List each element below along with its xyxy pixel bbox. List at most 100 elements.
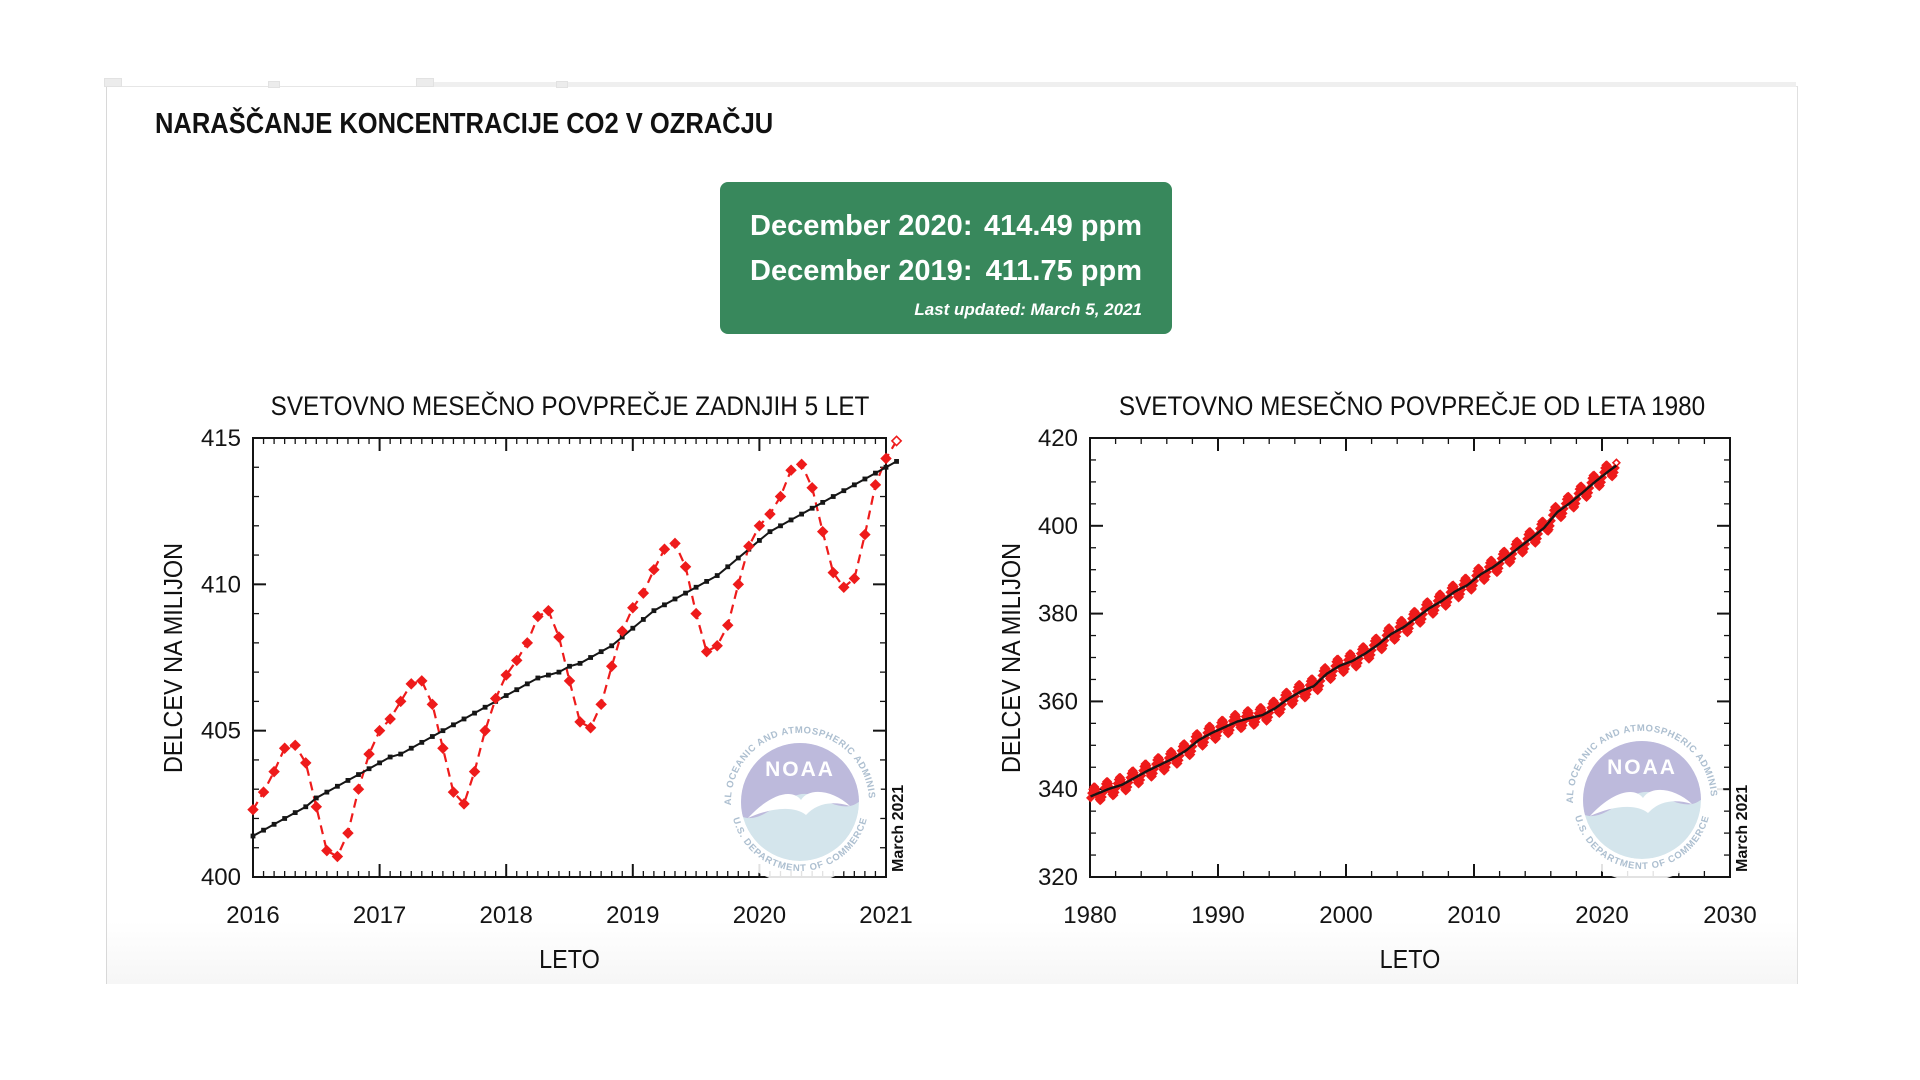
data-point-diamond — [816, 525, 829, 538]
summary-value: 414.49 ppm — [984, 210, 1142, 242]
data-point-diamond — [637, 587, 650, 599]
data-point-diamond — [289, 739, 301, 752]
noaa-gull-icon — [1590, 789, 1692, 816]
data-point-square — [851, 482, 857, 488]
data-point-square — [883, 464, 889, 470]
data-point-diamond — [437, 742, 449, 754]
data-point-diamond — [500, 669, 512, 681]
y-tick-label: 360 — [1038, 688, 1078, 715]
frame-top-strip — [418, 82, 1796, 87]
noaa-emblem — [1583, 741, 1701, 859]
data-point-diamond — [616, 625, 628, 637]
data-point-square — [830, 494, 836, 499]
data-point-diamond — [1187, 746, 1197, 756]
data-point-square — [735, 555, 741, 561]
data-point-square — [630, 625, 636, 631]
chart-title: SVETOVNO MESEČNO POVPREČJE OD LETA 1980 — [1119, 391, 1705, 421]
data-point-diamond — [1123, 782, 1133, 792]
x-tick-label: 2019 — [606, 902, 659, 929]
data-point-diamond — [1353, 658, 1363, 668]
data-point-diamond — [648, 563, 660, 576]
data-point-diamond — [521, 637, 534, 649]
data-point-square — [335, 783, 340, 789]
data-point-square — [693, 584, 699, 590]
data-point-square — [345, 778, 351, 783]
data-point-square — [809, 505, 815, 511]
data-point-diamond — [1136, 775, 1146, 785]
data-point-diamond — [627, 602, 639, 614]
data-point-square — [683, 590, 688, 596]
y-axis-label: DELCEV NA MILIJON — [160, 543, 188, 773]
x-axis-label: LETO — [539, 946, 600, 974]
data-point-diamond — [384, 713, 396, 725]
x-tick-label: 2020 — [1575, 902, 1628, 929]
x-tick-label: 2000 — [1319, 902, 1372, 929]
data-point-diamond — [553, 631, 565, 643]
data-point-diamond — [1443, 597, 1453, 607]
data-point-diamond — [1494, 563, 1504, 573]
data-point-diamond — [764, 508, 776, 520]
y-tick-label: 400 — [1038, 513, 1078, 540]
data-point-diamond — [743, 540, 755, 553]
data-point-diamond — [669, 537, 681, 550]
data-point-diamond — [1532, 534, 1543, 544]
chart-stamp: March 2021 — [890, 785, 907, 872]
data-point-square — [799, 511, 804, 517]
data-point-square — [841, 488, 847, 494]
data-point-square — [714, 573, 720, 578]
data-point-square — [313, 795, 319, 801]
data-point-diamond — [310, 801, 323, 813]
data-point-square — [894, 459, 899, 464]
data-point-square — [757, 538, 762, 543]
data-point-diamond — [394, 695, 407, 708]
data-point-diamond — [690, 607, 702, 620]
data-point-diamond — [1558, 508, 1568, 518]
frame-handle — [268, 81, 280, 88]
data-point-diamond — [1404, 623, 1415, 633]
data-point-diamond — [595, 698, 607, 711]
data-point-diamond — [785, 464, 797, 476]
data-point-diamond — [468, 765, 481, 778]
data-point-square — [250, 833, 256, 839]
data-point-diamond — [679, 561, 692, 573]
summary-label: December 2020: — [750, 210, 973, 242]
data-point-square — [503, 693, 509, 698]
data-point-square — [672, 596, 678, 602]
x-tick-label: 1980 — [1063, 902, 1116, 929]
data-point-diamond — [584, 722, 597, 734]
data-point-square — [704, 579, 710, 584]
data-point-square — [292, 810, 298, 816]
co2-summary-box: December 2020: 414.49 ppm December 2019:… — [720, 182, 1172, 334]
data-point-diamond — [1264, 712, 1274, 722]
data-point-diamond — [1392, 631, 1402, 641]
chart-title: SVETOVNO MESEČNO POVPREČJE ZADNJIH 5 LET — [271, 391, 870, 421]
x-tick-label: 2021 — [859, 902, 912, 929]
data-point-square — [271, 821, 277, 827]
data-point-diamond — [1417, 614, 1427, 624]
frame-handle — [416, 78, 434, 87]
data-point-diamond — [1366, 650, 1376, 660]
data-point-square — [482, 704, 488, 710]
noaa-gull-icon — [748, 791, 850, 818]
y-tick-label: 410 — [201, 571, 241, 598]
summary-value: 411.75 ppm — [985, 255, 1142, 287]
x-tick-label: 2020 — [733, 902, 786, 929]
data-point-diamond — [1596, 477, 1607, 487]
data-point-square — [662, 602, 667, 608]
data-point-diamond — [1468, 581, 1479, 591]
data-point-diamond — [722, 619, 734, 632]
chart-stamp: March 2021 — [1734, 785, 1751, 872]
data-point-diamond — [1609, 467, 1619, 478]
data-point-diamond — [331, 850, 344, 863]
data-point-diamond — [859, 528, 871, 541]
x-tick-label: 1990 — [1191, 902, 1244, 929]
data-point-diamond — [1571, 498, 1581, 509]
data-point-diamond — [426, 698, 439, 711]
data-point-square — [619, 634, 625, 640]
x-tick-label: 2017 — [353, 902, 406, 929]
summary-label: December 2019: — [750, 255, 973, 287]
noaa-acronym: NOAA — [1607, 756, 1677, 779]
data-point-diamond — [827, 566, 839, 579]
data-point-diamond — [1507, 554, 1517, 564]
